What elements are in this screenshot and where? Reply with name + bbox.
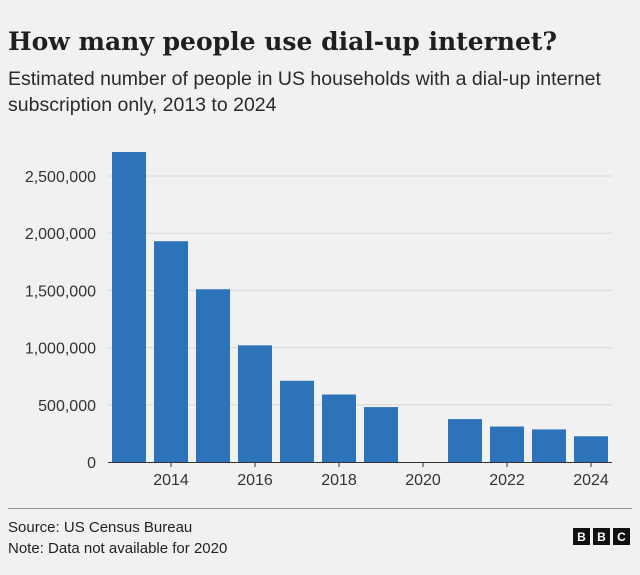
bar-2019 <box>364 407 398 462</box>
bbc-logo-letter: C <box>613 528 630 545</box>
y-tick-label: 1,500,000 <box>25 283 96 300</box>
y-tick-label: 0 <box>87 455 96 472</box>
bar-2018 <box>322 394 356 462</box>
bbc-logo-letter: B <box>593 528 610 545</box>
bar-2014 <box>154 241 188 462</box>
x-tick-label: 2022 <box>489 472 525 489</box>
y-tick-label: 1,000,000 <box>25 341 96 358</box>
chart-title: How many people use dial-up internet? <box>8 27 558 56</box>
note-text: Note: Data not available for 2020 <box>8 540 228 557</box>
footer-divider <box>8 508 632 509</box>
x-tick-label: 2014 <box>153 472 189 489</box>
bbc-logo: B B C <box>573 528 630 545</box>
bar-2021 <box>448 419 482 462</box>
bar-2013 <box>112 152 146 462</box>
bar-2022 <box>490 426 524 462</box>
x-tick-label: 2024 <box>573 472 609 489</box>
bar-2016 <box>238 345 272 462</box>
source-text: Source: US Census Bureau <box>8 519 193 536</box>
bar-2023 <box>532 429 566 462</box>
x-tick-label: 2020 <box>405 472 441 489</box>
y-tick-label: 2,500,000 <box>25 169 96 186</box>
bar-chart: 0 500,000 1,000,000 1,500,000 2,000,000 2,500… <box>25 152 612 489</box>
bar-2024 <box>574 436 608 462</box>
bar-2017 <box>280 380 314 462</box>
y-tick-label: 500,000 <box>38 398 96 415</box>
chart-subtitle: Estimated number of people in US househo… <box>8 68 601 116</box>
y-tick-label: 2,000,000 <box>25 226 96 243</box>
x-tick-label: 2018 <box>321 472 357 489</box>
x-tick-label: 2016 <box>237 472 273 489</box>
bbc-logo-letter: B <box>573 528 590 545</box>
bar-2015 <box>196 289 230 462</box>
